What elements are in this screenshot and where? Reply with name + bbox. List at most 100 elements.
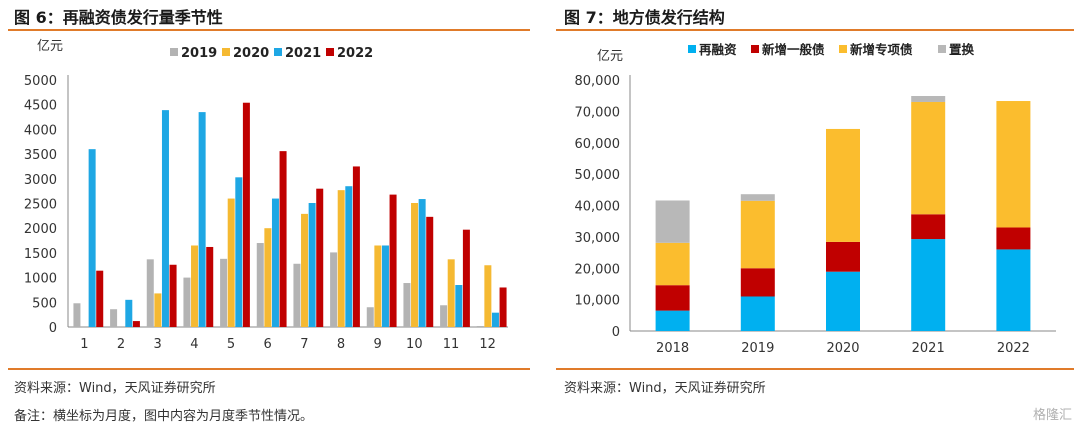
bar (455, 285, 463, 327)
watermark-text: 格隆汇 (1032, 408, 1072, 423)
stacked-bar-segment (911, 96, 946, 102)
bar (88, 149, 96, 327)
bar (206, 246, 214, 327)
bar (499, 287, 507, 327)
bar (191, 245, 199, 327)
legend-swatch (222, 48, 230, 56)
bar (411, 203, 419, 327)
stacked-bar-segment (740, 268, 775, 297)
bar (462, 229, 470, 327)
bar (125, 299, 133, 327)
legend-label: 2020 (233, 46, 269, 61)
bar (256, 243, 264, 327)
legend-swatch (274, 48, 282, 56)
bar (169, 264, 177, 327)
y-tick-label: 60,000 (575, 137, 621, 152)
bar (426, 216, 434, 327)
bar (73, 303, 81, 327)
x-tick-label: 12 (479, 337, 496, 352)
y-axis-unit-label: 亿元 (597, 49, 623, 64)
x-tick-label: 2021 (912, 341, 945, 356)
legend-swatch (326, 48, 334, 56)
y-tick-label: 10,000 (575, 294, 621, 309)
x-tick-label: 8 (337, 337, 345, 352)
y-tick-label: 0 (612, 325, 620, 340)
stacked-bar-segment (740, 194, 775, 201)
bar (293, 263, 301, 327)
right-title-rule (556, 29, 1074, 31)
y-tick-label: 1000 (24, 272, 57, 287)
legend-label: 置换 (949, 42, 975, 57)
legend-swatch (938, 45, 946, 53)
legend-swatch (751, 45, 759, 53)
stacked-bar-segment (740, 296, 775, 331)
legend-label: 2021 (285, 46, 321, 61)
x-tick-label: 3 (154, 337, 162, 352)
stacked-bar-segment (996, 249, 1031, 331)
y-axis-unit-label: 亿元 (37, 39, 63, 54)
stacked-bar-segment (655, 242, 690, 286)
stacked-bar-segment (655, 285, 690, 311)
bar (235, 177, 243, 327)
bar (484, 265, 492, 327)
legend-swatch (688, 45, 696, 53)
bar (476, 326, 484, 327)
y-tick-label: 3000 (24, 173, 57, 188)
bar (242, 102, 250, 327)
bar (308, 203, 316, 327)
left-bar-chart: 亿元 0 500 1000 1500 2000 2500 3000 3500 4000 4500 50… (24, 39, 508, 352)
bar (374, 245, 382, 327)
y-tick-label: 20,000 (575, 262, 621, 277)
left-title-rule (8, 29, 530, 31)
stacked-bar-segment (826, 271, 860, 331)
bar (220, 258, 228, 327)
y-tick-label: 4500 (24, 99, 57, 114)
y-tick-label: 50,000 (575, 168, 621, 183)
y-tick-label: 0 (49, 321, 57, 336)
y-tick-label: 2500 (24, 198, 57, 213)
x-tick-label: 9 (374, 337, 382, 352)
legend-label: 新增一般债 (762, 42, 825, 57)
right-stacked-bar-chart: 亿元 0 10,000 20,000 30,000 40,000 50,000 60,000 7… (575, 42, 1056, 356)
stacked-bar-segment (655, 200, 690, 243)
bar (403, 283, 411, 327)
bar (279, 151, 287, 327)
y-tick-label: 500 (32, 296, 57, 311)
bar (110, 309, 118, 327)
bar (301, 213, 309, 327)
left-source-text: 资料来源：Wind，天风证券研究所 (14, 381, 216, 396)
stacked-bar-segment (740, 200, 775, 269)
right-chart-title: 图 7：地方债发行结构 (564, 8, 725, 27)
legend-swatch (170, 48, 178, 56)
bar (381, 245, 389, 327)
bar (264, 228, 272, 327)
bar (271, 198, 279, 327)
bar (345, 186, 353, 327)
bar (337, 190, 345, 327)
bar (491, 312, 499, 327)
x-tick-label: 1 (80, 337, 88, 352)
y-tick-label: 1500 (24, 247, 57, 262)
x-tick-label: 2019 (741, 341, 774, 356)
y-tick-label: 2000 (24, 222, 57, 237)
note-text: 备注：横坐标为月度，图中内容为月度季节性情况。 (14, 409, 314, 424)
x-tick-label: 2022 (997, 341, 1030, 356)
stacked-bar-segment (655, 310, 690, 331)
bar (146, 259, 154, 327)
bar (330, 252, 338, 327)
bar (161, 110, 169, 327)
bar (227, 198, 235, 327)
left-chart-title: 图 6：再融资债发行量季节性 (14, 8, 223, 27)
bar (389, 194, 397, 327)
legend-label: 2022 (337, 46, 373, 61)
stacked-bar-segment (911, 101, 946, 215)
bar (96, 270, 104, 327)
y-tick-label: 4000 (24, 123, 57, 138)
x-tick-label: 7 (300, 337, 308, 352)
stacked-bar-segment (826, 241, 860, 272)
bar (154, 293, 162, 327)
bar (183, 277, 191, 327)
bar (132, 321, 140, 327)
stacked-bar-segment (911, 214, 946, 240)
x-tick-label: 10 (406, 337, 423, 352)
